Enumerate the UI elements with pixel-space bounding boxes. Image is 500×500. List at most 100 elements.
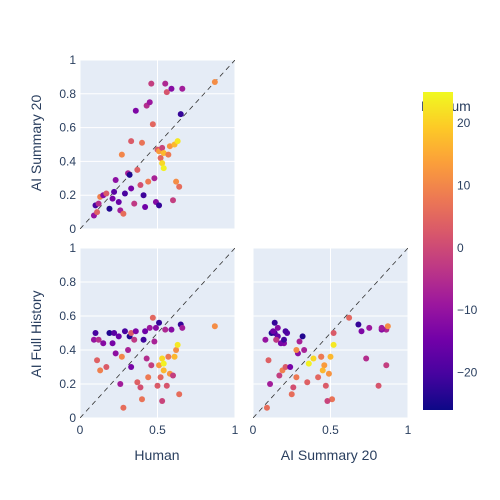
data-point	[128, 185, 135, 192]
panel-human-vs-summary20: 0 0.2 0.4 0.6 0.8 1	[59, 53, 236, 236]
x-axis-title-right: AI Summary 20	[281, 447, 378, 463]
y-axis-title-bottom: AI Full History	[28, 290, 44, 377]
data-point	[148, 362, 155, 369]
data-point	[288, 391, 295, 398]
data-point	[324, 398, 331, 404]
data-point	[95, 200, 102, 207]
data-point	[325, 370, 332, 377]
data-point	[131, 336, 138, 343]
y-tick-label: 0.2	[59, 188, 76, 202]
data-point	[103, 364, 110, 370]
data-point	[211, 78, 218, 85]
data-point	[375, 382, 382, 389]
data-point	[299, 333, 306, 340]
data-point	[121, 190, 128, 197]
panel-summary20-vs-fullhistory: 0 0.5 1	[250, 247, 412, 437]
data-point	[170, 197, 176, 204]
data-point	[327, 353, 334, 360]
data-point	[157, 374, 164, 381]
data-point	[94, 209, 101, 216]
data-point	[355, 321, 362, 328]
data-point	[383, 362, 390, 369]
data-point	[159, 144, 166, 151]
data-point	[358, 328, 365, 335]
data-point	[120, 210, 127, 217]
data-point	[290, 384, 297, 391]
data-point	[273, 336, 280, 343]
colorbar-tick-label: 20	[457, 116, 471, 130]
data-point	[170, 372, 176, 379]
colorbar-tick-label: −10	[457, 303, 478, 317]
x-tick-label: 1	[232, 423, 239, 437]
data-point	[156, 362, 163, 369]
data-point	[282, 328, 289, 335]
data-point	[125, 347, 132, 353]
colorbar-tick-label: 0	[457, 241, 464, 255]
data-point	[128, 364, 135, 370]
data-point	[112, 176, 119, 183]
x-tick-label: 0.5	[149, 423, 166, 437]
data-point	[330, 341, 337, 348]
data-point	[118, 151, 125, 158]
data-point	[106, 330, 113, 336]
data-point	[177, 111, 184, 118]
data-point	[146, 324, 153, 331]
data-point	[134, 166, 141, 173]
data-point	[168, 326, 175, 333]
data-point	[162, 80, 169, 87]
data-point	[281, 336, 287, 343]
data-point	[378, 324, 385, 331]
x-tick-label: 0.5	[322, 423, 339, 437]
data-point	[173, 178, 180, 185]
data-point	[160, 149, 167, 156]
colorbar-gradient	[423, 92, 453, 410]
data-point	[366, 324, 373, 331]
data-point	[137, 182, 144, 189]
y-tick-label: 0.4	[59, 154, 76, 168]
data-point	[304, 379, 311, 386]
data-point	[296, 338, 303, 345]
data-point	[176, 183, 183, 190]
data-point	[143, 355, 150, 362]
data-point	[168, 85, 175, 92]
data-point	[142, 204, 149, 211]
data-point	[100, 340, 107, 347]
x-tick-label: 1	[405, 423, 412, 437]
data-point	[157, 155, 164, 162]
data-point	[301, 347, 308, 353]
data-point	[139, 139, 145, 146]
data-point	[346, 314, 353, 321]
data-point	[115, 198, 122, 205]
y-tick-label: 0.8	[59, 87, 76, 101]
data-point	[174, 138, 181, 145]
data-point	[142, 328, 149, 335]
data-point	[134, 379, 141, 386]
colorbar-tick-label: 10	[457, 179, 471, 193]
data-point	[126, 171, 133, 178]
data-point	[270, 328, 277, 335]
data-point	[109, 340, 116, 347]
data-point	[151, 338, 158, 345]
data-point	[211, 323, 218, 330]
data-point	[165, 151, 172, 158]
data-point	[106, 205, 113, 212]
y-tick-label: 0.6	[59, 121, 76, 135]
data-point	[363, 355, 370, 362]
data-point	[315, 374, 322, 381]
diagonal-reference-line	[80, 60, 235, 229]
data-point	[318, 353, 325, 360]
data-point	[145, 178, 152, 185]
data-point	[111, 188, 118, 195]
data-point	[293, 347, 300, 353]
data-point	[319, 367, 326, 374]
data-point	[92, 330, 99, 336]
data-point	[330, 330, 337, 336]
data-point	[265, 357, 272, 364]
data-point	[166, 143, 173, 150]
data-point	[305, 360, 312, 367]
data-point	[293, 374, 300, 381]
data-point	[131, 200, 138, 207]
data-point	[287, 364, 294, 370]
